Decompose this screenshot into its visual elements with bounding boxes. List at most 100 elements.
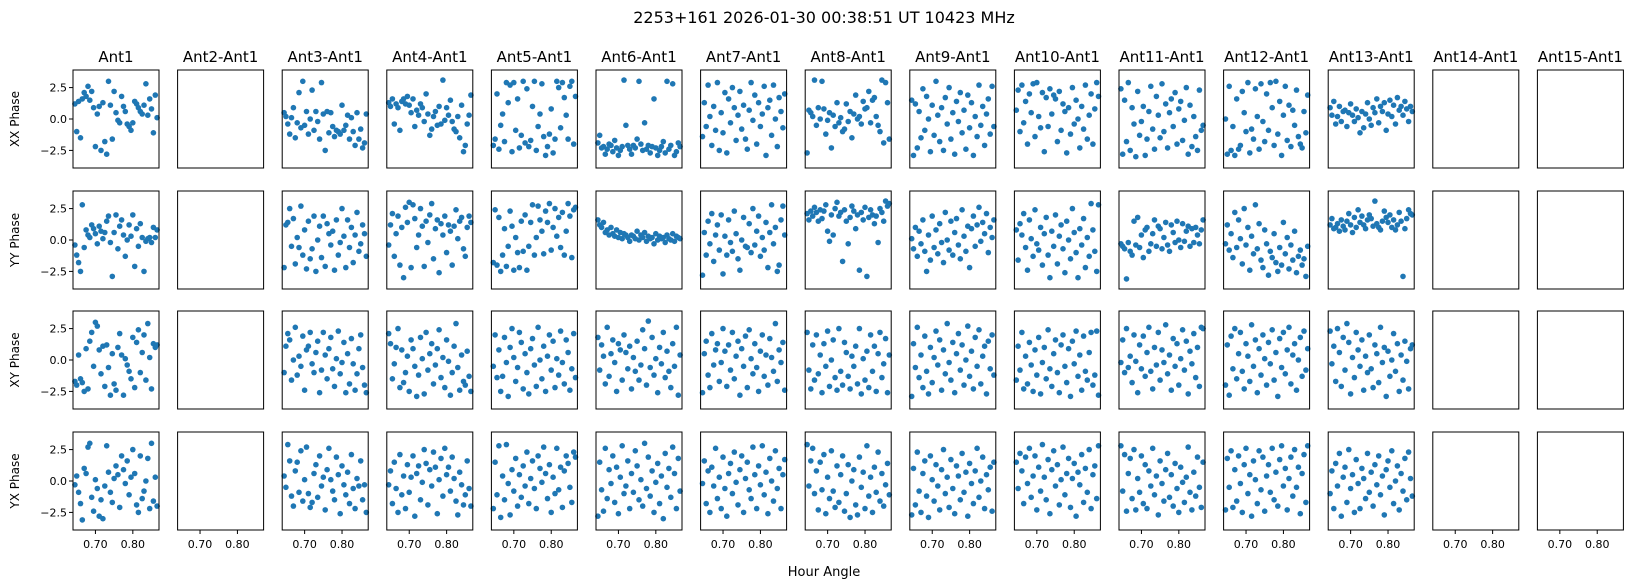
data-point <box>120 392 127 398</box>
data-point <box>535 453 541 459</box>
data-point <box>1407 103 1414 110</box>
data-point <box>823 510 829 517</box>
data-point <box>1278 364 1285 371</box>
data-point <box>989 332 995 338</box>
data-point <box>328 334 334 341</box>
data-point <box>1043 214 1049 221</box>
data-point <box>1241 386 1247 392</box>
data-point <box>598 224 605 231</box>
data-point <box>636 497 642 503</box>
subplot <box>490 190 579 290</box>
data-point <box>1349 471 1356 478</box>
data-point <box>1065 104 1072 111</box>
data-point <box>808 458 814 464</box>
data-point <box>709 330 715 337</box>
data-point <box>109 350 116 357</box>
data-point <box>1071 361 1077 367</box>
data-point <box>604 146 610 152</box>
data-point <box>1183 474 1190 480</box>
data-point <box>352 505 358 512</box>
data-point <box>1275 503 1281 509</box>
data-point <box>806 217 812 223</box>
data-point <box>811 204 818 211</box>
data-point <box>537 357 543 363</box>
data-point <box>527 475 534 482</box>
data-point <box>1153 93 1160 100</box>
data-point <box>1093 328 1100 334</box>
data-point <box>283 343 289 349</box>
subplot <box>804 69 893 169</box>
data-point <box>916 228 922 234</box>
data-point <box>703 500 709 507</box>
data-point <box>455 113 461 120</box>
data-point <box>1329 361 1335 367</box>
data-point <box>602 151 609 157</box>
data-point <box>738 453 745 459</box>
data-point <box>356 248 362 255</box>
data-point <box>1379 473 1386 479</box>
data-point <box>389 210 396 217</box>
data-point <box>1355 114 1361 121</box>
data-point <box>809 213 816 219</box>
data-point <box>496 214 502 221</box>
data-point <box>1185 444 1191 450</box>
subplot: 2.50.0−2.5XY Phase <box>8 310 160 410</box>
axes-frame <box>909 431 997 531</box>
data-point <box>752 340 758 347</box>
data-point <box>933 78 939 85</box>
data-point <box>494 262 500 268</box>
data-point <box>972 113 978 120</box>
data-point <box>985 249 992 256</box>
data-point <box>1263 91 1270 97</box>
data-point <box>343 264 349 271</box>
data-point <box>322 352 328 358</box>
data-point <box>1280 483 1287 489</box>
data-point <box>361 482 368 488</box>
data-point <box>139 349 145 356</box>
data-point <box>456 135 463 141</box>
data-point <box>1024 267 1031 273</box>
data-point <box>1123 508 1130 514</box>
data-point <box>1252 86 1259 92</box>
data-point <box>1263 473 1270 479</box>
data-point <box>300 252 306 258</box>
x-tick-label: 0.80 <box>1167 538 1192 551</box>
data-point <box>363 253 370 260</box>
data-point <box>460 148 467 155</box>
data-point <box>1043 376 1049 382</box>
data-point <box>1295 253 1302 260</box>
data-point <box>1349 354 1356 361</box>
data-point <box>122 253 129 260</box>
data-point <box>725 96 732 102</box>
data-point <box>133 502 140 508</box>
data-point <box>673 148 680 155</box>
data-point <box>626 343 633 349</box>
data-point <box>780 203 786 209</box>
data-point <box>1398 103 1404 110</box>
data-point <box>346 244 353 251</box>
data-point <box>824 117 831 124</box>
data-point <box>1276 244 1283 251</box>
data-point <box>639 234 646 241</box>
data-point <box>1233 376 1240 382</box>
data-point <box>105 364 112 371</box>
data-point <box>451 343 457 349</box>
data-point <box>836 499 842 506</box>
data-point <box>1402 338 1408 344</box>
data-point <box>1387 97 1393 103</box>
data-point <box>305 490 312 497</box>
data-point <box>1187 348 1193 354</box>
data-point <box>772 320 779 327</box>
data-point <box>145 455 151 462</box>
data-point <box>292 135 299 141</box>
data-point <box>542 152 549 159</box>
data-point <box>509 466 515 473</box>
data-point <box>851 208 857 214</box>
data-point <box>847 386 853 392</box>
data-point <box>1022 244 1029 251</box>
x-tick-label: 0.80 <box>330 538 355 551</box>
data-point <box>673 505 680 512</box>
data-point <box>1372 461 1378 468</box>
data-point <box>492 207 498 213</box>
data-point <box>540 343 547 349</box>
